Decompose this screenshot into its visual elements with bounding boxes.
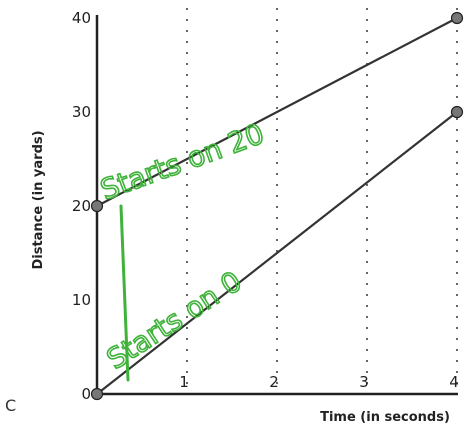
annotation-starts-on-20: Starts on 20 (96, 117, 268, 207)
y-tick-label: 30 (72, 103, 91, 121)
series-line-1 (96, 17, 458, 207)
y-tick-label: 0 (81, 385, 91, 403)
y-tick-labels: 0 10 20 30 40 (72, 9, 91, 403)
y-tick-label: 20 (72, 197, 91, 215)
x-axis-title: Time (in seconds) (320, 410, 450, 425)
panel-label: C (5, 396, 16, 415)
data-point (450, 105, 464, 119)
x-tick-label: 3 (359, 373, 369, 391)
series-lines (96, 17, 458, 395)
series-points (90, 11, 464, 401)
x-tick-label: 1 (179, 373, 189, 391)
annotation-bracket (119, 204, 130, 382)
x-tick-labels: 1 2 3 4 (179, 373, 459, 391)
x-tick-label: 4 (449, 373, 459, 391)
y-axis-title: Distance (in yards) (31, 130, 46, 269)
y-tick-label: 10 (72, 291, 91, 309)
data-point (90, 387, 104, 401)
y-tick-label: 40 (72, 9, 91, 27)
series-line-2 (96, 111, 458, 395)
data-point (90, 199, 104, 213)
data-point (450, 11, 464, 25)
x-tick-label: 2 (269, 373, 279, 391)
vertical-gridlines (186, 8, 458, 392)
